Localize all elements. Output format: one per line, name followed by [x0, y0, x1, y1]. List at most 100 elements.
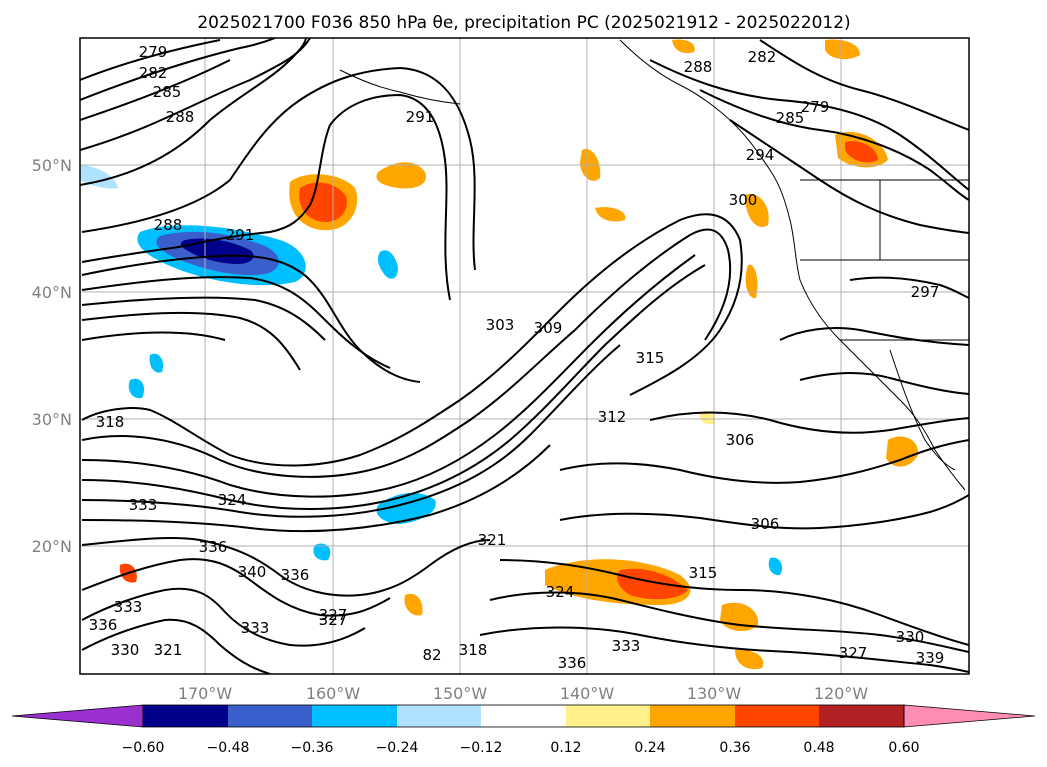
colorbar-tick-label: 0.24 — [634, 740, 665, 756]
lat-tick-label: 50°N — [32, 156, 72, 175]
colorbar-segment — [481, 705, 566, 727]
precip-neg-dark-region — [180, 238, 254, 264]
contour-label: 333 — [612, 637, 641, 655]
theta-e-contours — [80, 38, 969, 674]
precip-pos-region — [699, 410, 715, 425]
colorbar-segment — [650, 705, 735, 727]
contour-label: 303 — [486, 316, 515, 334]
colorbar-tick-label: 0.36 — [719, 740, 750, 756]
contour-label: 294 — [746, 146, 775, 164]
contour-label: 309 — [534, 319, 563, 337]
contour-label: 333 — [114, 598, 143, 616]
colorbar-tick-label: −0.36 — [291, 740, 334, 756]
contour-label: 282 — [139, 64, 168, 82]
contour-label: 321 — [154, 641, 183, 659]
precip-pos-region — [745, 194, 769, 227]
contour-label: 327 — [319, 606, 348, 624]
map-frame — [79, 37, 970, 675]
graticule — [80, 38, 969, 674]
colorbar-segment — [735, 705, 819, 727]
contour-label: 330 — [896, 628, 925, 646]
lat-tick-label: 40°N — [32, 283, 72, 302]
coastlines — [339, 39, 969, 491]
colorbar-extend-low — [11, 704, 144, 728]
contour-label: 291 — [226, 226, 255, 244]
contour-label: 82 — [422, 646, 441, 664]
contour-label: 288 — [166, 108, 195, 126]
colorbar-segment — [819, 705, 904, 727]
colorbar-frame — [142, 704, 905, 728]
precip-neg-region — [313, 543, 331, 561]
colorbar-segment — [143, 705, 228, 727]
lon-tick-labels: 170°W 160°W 150°W 140°W 130°W 120°W — [178, 684, 869, 703]
lon-tick-label: 130°W — [687, 684, 742, 703]
contour-label: 315 — [636, 349, 665, 367]
contour-label: 336 — [558, 654, 587, 672]
contour-label: 336 — [89, 616, 118, 634]
lon-tick-label: 150°W — [433, 684, 488, 703]
colorbar-extend-high — [903, 704, 1036, 728]
colorbar-tick-label: 0.60 — [888, 740, 919, 756]
contour-label: 315 — [689, 564, 718, 582]
precip-pos-region — [376, 162, 426, 189]
precip-pos-high-region — [299, 182, 347, 222]
contour-label: 279 — [801, 98, 830, 116]
precip-neg-region — [768, 557, 783, 576]
lon-tick-label: 170°W — [178, 684, 233, 703]
lon-tick-label: 160°W — [306, 684, 361, 703]
map-panel: 279 282 285 288 291 288 291 303 309 315 … — [32, 37, 970, 703]
contour-label: 318 — [96, 413, 125, 431]
precip-pos-region — [886, 436, 919, 467]
contour-label: 288 — [684, 58, 713, 76]
contour-label: 288 — [154, 216, 183, 234]
contour-label: 291 — [406, 108, 435, 126]
colorbar: −0.60 −0.48 −0.36 −0.24 −0.12 0.12 0.24 … — [11, 704, 1036, 756]
contour-label: 279 — [139, 43, 168, 61]
lon-tick-label: 120°W — [814, 684, 869, 703]
colorbar-tick-label: 0.12 — [550, 740, 581, 756]
precip-pos-region — [404, 593, 423, 616]
contour-label: 339 — [916, 649, 945, 667]
contour-label: 340 — [238, 563, 267, 581]
precip-pos-region — [672, 39, 695, 54]
colorbar-segment — [566, 705, 650, 727]
contour-label: 324 — [218, 491, 247, 509]
colorbar-ticks: −0.60 −0.48 −0.36 −0.24 −0.12 0.12 0.24 … — [122, 740, 920, 756]
precip-pos-region — [735, 649, 764, 670]
colorbar-tick-label: 0.48 — [803, 740, 834, 756]
precip-pos-high-region — [617, 568, 688, 600]
contour-label: 330 — [111, 641, 140, 659]
colorbar-segment — [397, 705, 481, 727]
precip-pos-region — [745, 264, 758, 299]
colorbar-tick-label: −0.12 — [460, 740, 503, 756]
lat-tick-labels: 50°N 40°N 30°N 20°N — [32, 156, 72, 556]
colorbar-segment — [312, 705, 397, 727]
colorbar-tick-label: −0.48 — [207, 740, 250, 756]
contour-label: 336 — [281, 566, 310, 584]
precip-neg-region — [149, 353, 164, 373]
contour-label: 333 — [129, 496, 158, 514]
contour-label: 285 — [776, 109, 805, 127]
contour-label: 321 — [478, 531, 507, 549]
contour-label: 300 — [729, 191, 758, 209]
contour-label: 285 — [153, 83, 182, 101]
contour-label: 336 — [199, 538, 228, 556]
precip-neg-region — [377, 250, 398, 279]
lat-tick-label: 20°N — [32, 537, 72, 556]
contour-label: 312 — [598, 408, 627, 426]
precip-pos-high-region — [845, 141, 878, 163]
contour-label: 318 — [459, 641, 488, 659]
precip-pos-region — [595, 207, 626, 222]
lat-tick-label: 30°N — [32, 410, 72, 429]
lon-tick-label: 140°W — [560, 684, 615, 703]
colorbar-segment — [228, 705, 312, 727]
map-title: 2025021700 F036 850 hPa θe, precipitatio… — [197, 13, 850, 33]
colorbar-tick-label: −0.24 — [376, 740, 419, 756]
contour-label: 282 — [748, 48, 777, 66]
contour-label: 333 — [241, 619, 270, 637]
map-background — [80, 38, 969, 674]
contour-label: 324 — [546, 583, 575, 601]
colorbar-tick-label: −0.60 — [122, 740, 165, 756]
precip-pos-region — [825, 39, 860, 60]
contour-label: 306 — [726, 431, 755, 449]
